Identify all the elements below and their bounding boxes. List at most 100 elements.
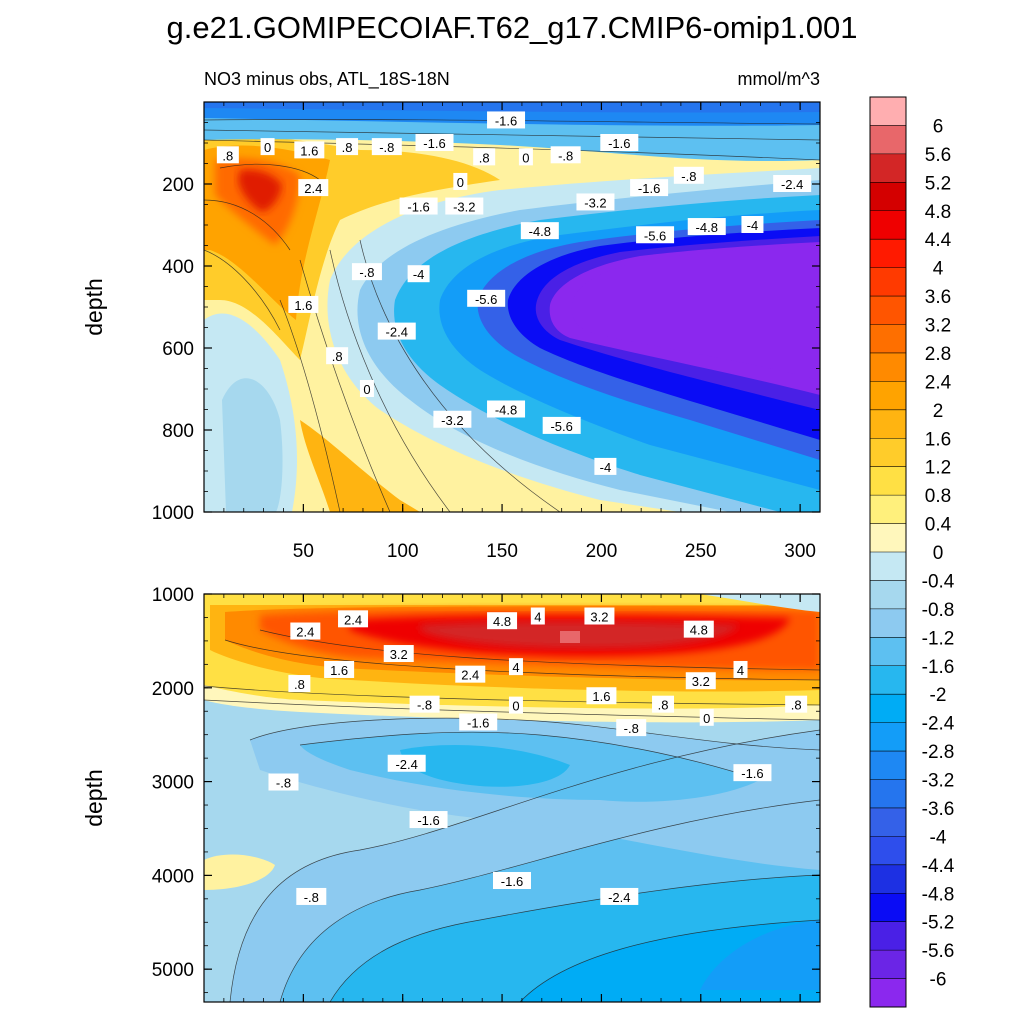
top-ylabel: depth bbox=[81, 278, 107, 336]
top-contour-label-text: -4.8 bbox=[495, 403, 517, 418]
bottom-contour-label-bg bbox=[324, 660, 355, 678]
top-contour-label-bg bbox=[600, 134, 639, 151]
top-contour-label-text: -1.6 bbox=[407, 200, 429, 215]
colorbar-swatch bbox=[870, 751, 906, 780]
colorbar-swatch bbox=[870, 495, 906, 525]
top-contour-label-text: -3.2 bbox=[584, 195, 606, 210]
bottom-contour-label: -.8 bbox=[296, 887, 327, 905]
colorbar-swatch bbox=[870, 466, 906, 496]
top-contour-label-text: .8 bbox=[342, 140, 353, 155]
bottom-contour-label-text: -1.6 bbox=[417, 813, 439, 828]
top-ytick-label: 400 bbox=[162, 257, 194, 278]
top-contour-label-text: -4 bbox=[600, 460, 612, 475]
bottom-contour-label-bg bbox=[530, 607, 545, 625]
top-contour-label-bg bbox=[371, 138, 402, 156]
top-xtick-label: 250 bbox=[685, 541, 717, 562]
top-contour-label-text: -4 bbox=[747, 218, 759, 233]
colorbar-label: 4.4 bbox=[925, 230, 952, 251]
colorbar-label: -3.6 bbox=[922, 799, 955, 820]
bottom-contour-label-bg bbox=[699, 708, 714, 726]
bottom-contour-label: 4.8 bbox=[487, 612, 518, 630]
bottom-contour-label-bg bbox=[268, 773, 299, 791]
bottom-contour-label-bg bbox=[733, 764, 772, 782]
bottom-contour-label: 0 bbox=[508, 696, 523, 714]
colorbar-label: 1.6 bbox=[925, 429, 951, 450]
top-contour-label-text: -3.2 bbox=[441, 413, 463, 428]
colorbar-swatch bbox=[870, 665, 906, 695]
top-contour-label-bg bbox=[377, 322, 416, 340]
top-contour-label: -5.6 bbox=[542, 416, 581, 434]
bottom-contour-label-text: 1.6 bbox=[330, 663, 348, 678]
colorbar-label: -4 bbox=[930, 827, 947, 848]
top-contour-label-text: -.8 bbox=[681, 169, 696, 184]
bottom-contour-label: -1.6 bbox=[733, 764, 772, 782]
bottom-contour-label-text: 1.6 bbox=[592, 689, 610, 704]
bottom-contour-label: -.8 bbox=[409, 695, 440, 713]
bottom-contour-label-text: -.8 bbox=[276, 776, 291, 791]
top-contour-label-text: -1.6 bbox=[638, 181, 660, 196]
bottom-contour-label: 3.2 bbox=[685, 672, 716, 690]
top-contour-label: -.8 bbox=[371, 138, 402, 156]
bottom-contour-label: -.8 bbox=[268, 773, 299, 791]
top-contour-label: -5.6 bbox=[636, 226, 675, 244]
colorbar-swatch bbox=[870, 438, 906, 468]
bottom-contour-label: 2.4 bbox=[290, 622, 321, 640]
top-contour-label: -4.8 bbox=[687, 218, 726, 236]
top-panel: 200 400 600 800 1000 50 100 150 200 250 300 .8 0 1.6… bbox=[81, 101, 821, 562]
top-contour-label-text: -2.4 bbox=[386, 325, 408, 340]
colorbar-swatch bbox=[870, 267, 906, 297]
top-contour-label-bg bbox=[542, 416, 581, 434]
bottom-contour-label: 4 bbox=[733, 660, 748, 678]
colorbar-label: -5.2 bbox=[922, 913, 955, 934]
top-contour-label-bg bbox=[351, 263, 382, 281]
bottom-contour-label: -.8 bbox=[616, 719, 647, 737]
colorbar-label: -1.2 bbox=[922, 628, 955, 649]
top-contour-label-text: .8 bbox=[479, 150, 490, 165]
bottom-contour-label-bg bbox=[290, 622, 321, 640]
top-contour-label-text: 0 bbox=[522, 150, 529, 165]
top-contour-label-text: -1.6 bbox=[423, 136, 445, 151]
top-ytick-label: 600 bbox=[162, 339, 194, 360]
bottom-contour-label-text: -2.4 bbox=[395, 757, 417, 772]
top-xtick-label: 50 bbox=[293, 541, 314, 562]
colorbar-swatch bbox=[870, 807, 906, 837]
top-contour-label: .8 bbox=[216, 146, 239, 164]
top-contour-label-text: 1.6 bbox=[294, 298, 312, 313]
bottom-contour-label-text: 3.2 bbox=[692, 674, 710, 689]
colorbar-swatch bbox=[870, 921, 906, 951]
top-contour-label-text: -1.6 bbox=[495, 113, 517, 128]
top-contour-label: -2.4 bbox=[773, 175, 812, 192]
colorbar-label: -3.2 bbox=[922, 771, 955, 792]
colorbar-label: -1.6 bbox=[922, 657, 955, 678]
colorbar-label: 1.2 bbox=[925, 458, 951, 479]
colorbar-swatch bbox=[870, 296, 906, 325]
top-ytick-label: 1000 bbox=[152, 503, 194, 524]
top-contour-label-text: -4 bbox=[413, 267, 425, 282]
bottom-ylabel: depth bbox=[81, 769, 107, 827]
colorbar-swatch bbox=[870, 182, 906, 212]
colorbar-label: 3.2 bbox=[925, 316, 951, 337]
colorbar-swatch bbox=[870, 523, 906, 553]
top-contour-label: -3.2 bbox=[445, 197, 484, 215]
bottom-contour-label-bg bbox=[733, 660, 748, 678]
top-contour-label: -2.4 bbox=[377, 322, 416, 340]
colorbar-swatch bbox=[870, 893, 906, 923]
bottom-contour-label-bg bbox=[508, 696, 523, 714]
colorbar-label: 2.8 bbox=[925, 344, 951, 365]
top-contour-label: -1.6 bbox=[487, 111, 526, 129]
top-contour-label-bg bbox=[576, 193, 615, 211]
bottom-contour-label-bg bbox=[296, 887, 327, 905]
colorbar-label: -6 bbox=[930, 970, 947, 991]
bottom-contour-label: -1.6 bbox=[493, 872, 531, 890]
top-contour-label: 0 bbox=[260, 138, 275, 156]
top-contour-label: .8 bbox=[473, 148, 496, 166]
top-contour-label-bg bbox=[216, 146, 239, 164]
colorbar-label: 5.2 bbox=[925, 173, 951, 194]
colorbar-label: 2 bbox=[933, 401, 944, 422]
bottom-contour-label-text: .8 bbox=[294, 677, 305, 692]
bottom-ytick-label: 1000 bbox=[152, 585, 194, 606]
top-contour-label: 1.6 bbox=[294, 141, 325, 159]
top-contour-label-bg bbox=[636, 226, 675, 244]
bottom-contour-label-text: 0 bbox=[703, 711, 710, 726]
bottom-contour-label: .8 bbox=[288, 675, 311, 693]
